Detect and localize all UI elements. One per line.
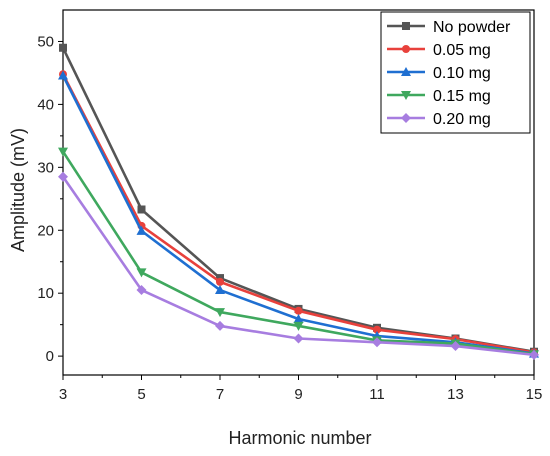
y-tick-label: 50 — [37, 33, 54, 50]
x-tick-label: 7 — [216, 386, 224, 403]
data-point — [401, 67, 411, 76]
series-layer — [58, 43, 539, 360]
data-point — [293, 313, 304, 323]
legend-label: 0.15 mg — [433, 88, 491, 105]
data-point — [58, 70, 68, 80]
legend-item: 0.10 mg — [387, 65, 491, 82]
data-point — [402, 22, 410, 30]
legend-item: No powder — [387, 19, 511, 36]
data-point — [136, 225, 147, 235]
data-point — [372, 337, 382, 348]
x-tick-label: 5 — [137, 386, 145, 403]
legend-label: 0.05 mg — [433, 42, 491, 59]
x-tick-label: 11 — [369, 386, 385, 403]
data-point — [59, 43, 67, 52]
series-0-20-mg — [58, 171, 539, 360]
y-tick-label: 0 — [46, 348, 54, 365]
data-point — [215, 285, 225, 295]
data-point — [58, 171, 68, 182]
x-tick-label: 13 — [447, 386, 464, 403]
data-point — [402, 45, 410, 53]
data-point — [136, 268, 147, 278]
data-point — [293, 321, 304, 331]
x-tick-label: 9 — [294, 386, 302, 403]
data-point — [58, 147, 68, 157]
data-point — [450, 341, 461, 352]
legend-label: 0.20 mg — [433, 111, 491, 128]
y-axis-label: Amplitude (mV) — [8, 128, 28, 252]
data-point — [136, 285, 147, 296]
series-0-15-mg — [58, 147, 539, 360]
y-tick-label: 10 — [37, 285, 54, 302]
legend-item: 0.05 mg — [387, 42, 491, 59]
data-point — [293, 333, 304, 344]
x-tick-label: 3 — [59, 386, 67, 403]
data-point — [215, 308, 225, 318]
legend-label: No powder — [433, 19, 511, 36]
legend-label: 0.10 mg — [433, 65, 491, 82]
x-axis-label: Harmonic number — [228, 428, 371, 448]
data-point — [529, 349, 539, 360]
data-point — [401, 113, 411, 123]
data-point — [294, 306, 303, 315]
data-point — [137, 205, 146, 214]
data-point — [373, 325, 381, 334]
legend-item: 0.20 mg — [387, 111, 491, 128]
data-point — [401, 91, 411, 100]
y-tick-label: 40 — [37, 96, 54, 113]
axes: 3 5 7 9 11 13 15 0 10 20 30 40 50 — [37, 9, 543, 403]
data-point — [216, 277, 224, 286]
x-tick-label: 15 — [526, 386, 543, 403]
y-tick-label: 30 — [37, 159, 54, 176]
legend: No powder 0.05 mg 0.10 mg 0.15 mg 0.20 mg — [380, 11, 531, 134]
y-tick-label: 20 — [37, 222, 54, 239]
data-point — [215, 320, 225, 331]
legend-item: 0.15 mg — [387, 88, 491, 105]
